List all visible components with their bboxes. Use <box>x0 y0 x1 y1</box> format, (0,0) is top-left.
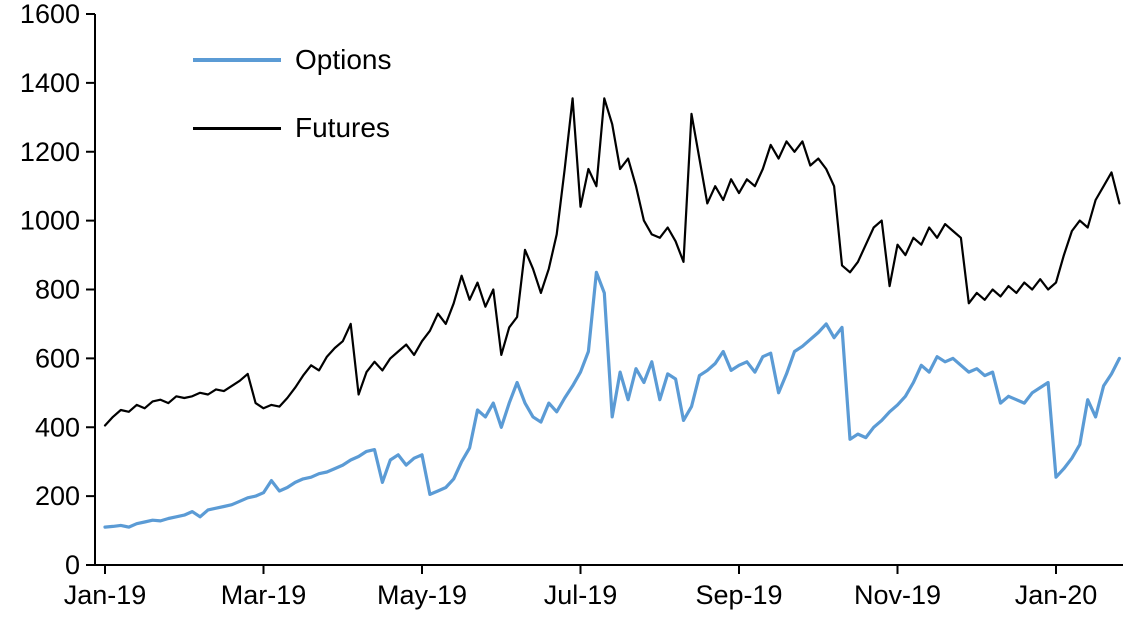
y-tick-label: 400 <box>35 412 80 442</box>
futures-legend-line-icon <box>193 126 281 130</box>
x-tick-label: Jan-20 <box>1015 580 1098 610</box>
legend-label-futures: Futures <box>295 112 390 143</box>
x-tick-label: Jul-19 <box>544 580 618 610</box>
legend-item-options: Options <box>193 44 392 76</box>
y-tick-label: 0 <box>65 550 80 580</box>
y-tick-label: 1000 <box>20 206 80 236</box>
legend: Options Futures <box>193 44 392 144</box>
x-tick-label: Nov-19 <box>854 580 941 610</box>
y-tick-label: 200 <box>35 481 80 511</box>
options-line <box>103 270 1122 529</box>
y-tick-label: 600 <box>35 343 80 373</box>
x-tick-label: Mar-19 <box>221 580 307 610</box>
x-tick-label: Sep-19 <box>695 580 782 610</box>
futures-line <box>103 97 1121 427</box>
y-tick-label: 1200 <box>20 137 80 167</box>
options-legend-line-icon <box>193 58 281 62</box>
y-tick-label: 800 <box>35 275 80 305</box>
legend-label-options: Options <box>295 44 392 75</box>
x-tick-label: Jan-19 <box>64 580 147 610</box>
y-tick-label: 1600 <box>20 0 80 29</box>
legend-item-futures: Futures <box>193 112 392 144</box>
y-tick-label: 1400 <box>20 68 80 98</box>
x-tick-label: May-19 <box>377 580 467 610</box>
